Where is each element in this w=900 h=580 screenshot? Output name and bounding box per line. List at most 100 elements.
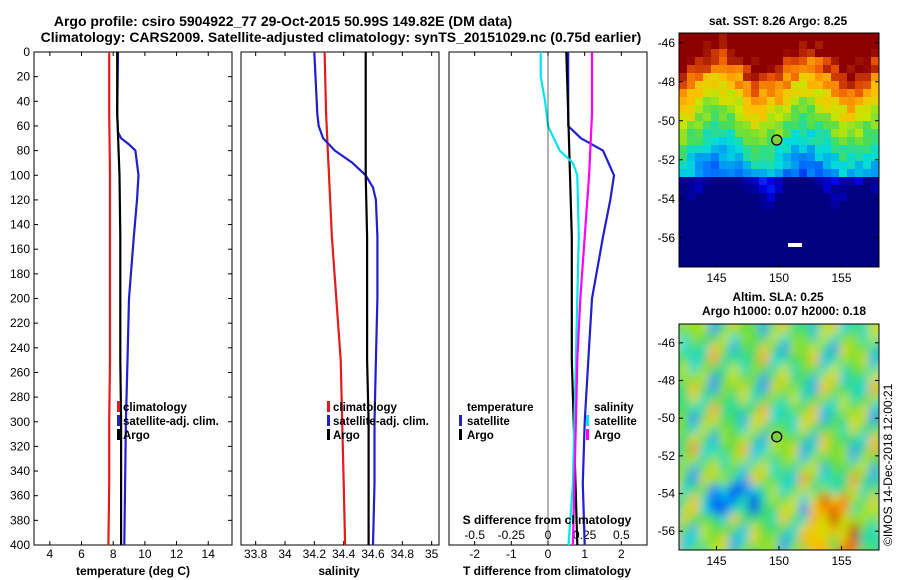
- sla-cell: [679, 444, 690, 455]
- sst-cell: [815, 65, 824, 74]
- legend-swatch-climatology: [327, 401, 330, 412]
- sst-cell: [751, 129, 760, 138]
- sst-cell: [855, 105, 864, 114]
- sst-cell: [823, 41, 832, 50]
- sla-cell: [739, 424, 750, 435]
- sst-cell: [687, 241, 696, 250]
- salinity-axes-frame: [240, 51, 440, 546]
- sla-cell: [829, 544, 840, 550]
- sst-cell: [767, 265, 776, 267]
- sla-cell: [839, 394, 850, 405]
- sst-cell: [815, 193, 824, 202]
- sla-cell: [719, 434, 730, 445]
- sst-cell: [823, 105, 832, 114]
- sst-cell: [807, 201, 816, 210]
- sla-cell: [819, 514, 830, 525]
- sla-cell: [739, 494, 750, 505]
- legend-swatch-satellite: [327, 415, 330, 426]
- sst-cell: [711, 137, 720, 146]
- sst-cell: [871, 169, 879, 178]
- sst-cell: [783, 33, 792, 42]
- sst-cell: [735, 57, 744, 66]
- sst-cell: [855, 49, 864, 58]
- sst-cell: [703, 41, 712, 50]
- sla-cell: [699, 484, 710, 495]
- sst-cell: [847, 169, 856, 178]
- sst-cell: [759, 193, 768, 202]
- sst-cell: [775, 65, 784, 74]
- sst-cell: [751, 137, 760, 146]
- sla-cell: [739, 534, 750, 545]
- sst-cell: [695, 193, 704, 202]
- sla-cell: [839, 354, 850, 365]
- legend-label-t-satellite: satellite: [467, 416, 510, 428]
- sst-cell: [743, 129, 752, 138]
- sla-cell: [729, 334, 740, 345]
- sst-cell: [735, 177, 744, 186]
- sst-cell: [823, 145, 832, 154]
- sla-cell: [829, 404, 840, 415]
- sst-cell: [711, 209, 720, 218]
- sst-cell: [783, 137, 792, 146]
- sla-cell: [759, 394, 770, 405]
- sst-cell: [799, 65, 808, 74]
- sla-cell: [729, 444, 740, 455]
- sst-cell: [855, 153, 864, 162]
- sst-cell: [791, 129, 800, 138]
- sla-cell: [709, 384, 720, 395]
- sla-cell: [679, 324, 680, 325]
- x-tick-label: 34: [278, 547, 292, 561]
- sla-cell: [799, 344, 810, 355]
- sla-cell: [729, 374, 740, 385]
- sst-cell: [679, 65, 688, 74]
- sla-cell: [729, 434, 740, 445]
- sla-cell: [819, 334, 830, 345]
- sst-cell: [759, 81, 768, 90]
- sla-cell: [829, 414, 840, 425]
- sla-cell: [789, 324, 800, 335]
- sla-cell: [789, 534, 800, 545]
- sla-cell: [769, 394, 780, 405]
- sst-cell: [687, 217, 696, 226]
- x-tick-label: 34.6: [361, 547, 385, 561]
- sst-cell: [743, 97, 752, 106]
- sst-cell: [783, 265, 792, 267]
- sst-cell: [711, 73, 720, 82]
- sst-cell: [823, 89, 832, 98]
- sla-cell: [769, 494, 780, 505]
- sla-cell: [769, 454, 780, 465]
- sst-cell: [687, 89, 696, 98]
- sst-cell: [727, 41, 736, 50]
- sla-heatmap: [679, 324, 879, 565]
- sla-cell: [749, 364, 760, 375]
- sla-cell: [689, 554, 700, 565]
- sst-cell: [703, 89, 712, 98]
- sla-cell: [819, 354, 830, 365]
- sst-cell: [719, 81, 728, 90]
- sla-cell: [759, 404, 770, 415]
- sst-cell: [767, 209, 776, 218]
- sla-cell: [759, 544, 770, 550]
- sla-cell: [809, 434, 820, 445]
- sst-cell: [703, 177, 712, 186]
- sst-cell: [807, 65, 816, 74]
- sla-cell: [799, 454, 810, 465]
- sst-cell: [719, 161, 728, 170]
- sst-cell: [775, 177, 784, 186]
- legend-label-satellite: satellite-adj. clim.: [123, 416, 219, 428]
- sst-cell: [703, 145, 712, 154]
- sla-cell: [869, 324, 879, 325]
- sst-cell: [807, 105, 816, 114]
- map-y-tick-label: -52: [658, 449, 676, 463]
- sla-cell: [799, 534, 810, 545]
- sst-cell: [839, 105, 848, 114]
- x-tick-label: 10: [138, 547, 152, 561]
- sla-cell: [709, 504, 720, 515]
- sst-cell: [735, 105, 744, 114]
- sla-cell: [749, 454, 760, 465]
- sst-cell: [759, 201, 768, 210]
- sla-cell: [679, 384, 690, 395]
- sla-cell: [719, 354, 730, 365]
- sst-cell: [687, 73, 696, 82]
- sst-cell: [719, 185, 728, 194]
